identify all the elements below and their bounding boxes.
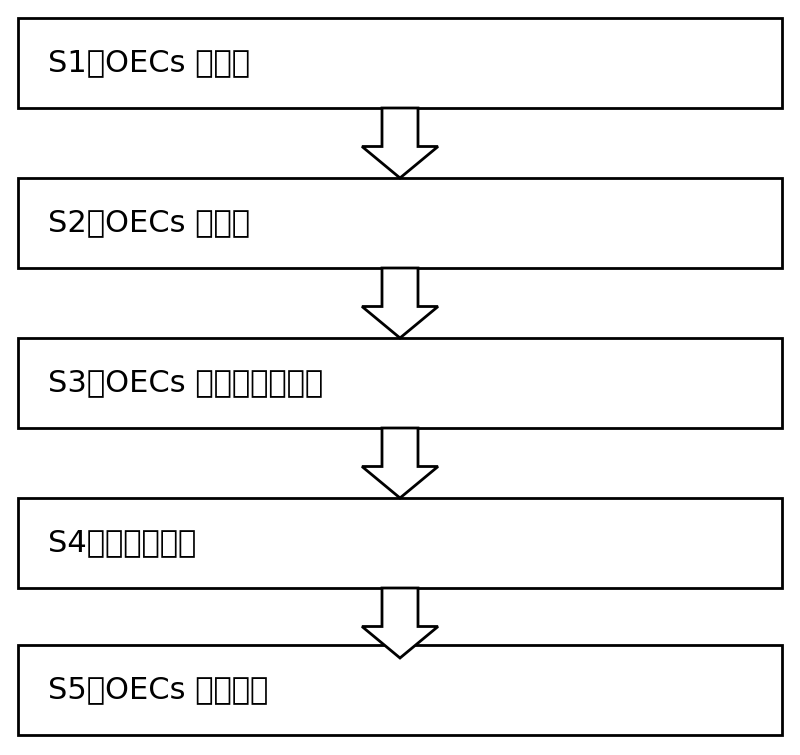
Bar [18, 498, 782, 588]
Text: S4：形态学观察: S4：形态学观察 [48, 528, 196, 557]
Bar [18, 645, 782, 735]
Polygon shape [362, 588, 438, 658]
Polygon shape [362, 108, 438, 178]
Text: S5：OECs 纯度检测: S5：OECs 纯度检测 [48, 676, 268, 704]
Bar [18, 338, 782, 428]
Text: S2：OECs 的分离: S2：OECs 的分离 [48, 208, 250, 238]
Text: S3：OECs 分组纯化及比较: S3：OECs 分组纯化及比较 [48, 368, 323, 397]
Bar [18, 178, 782, 268]
Bar [18, 18, 782, 108]
Polygon shape [362, 428, 438, 498]
Polygon shape [362, 268, 438, 338]
Text: S1：OECs 的取材: S1：OECs 的取材 [48, 48, 250, 78]
